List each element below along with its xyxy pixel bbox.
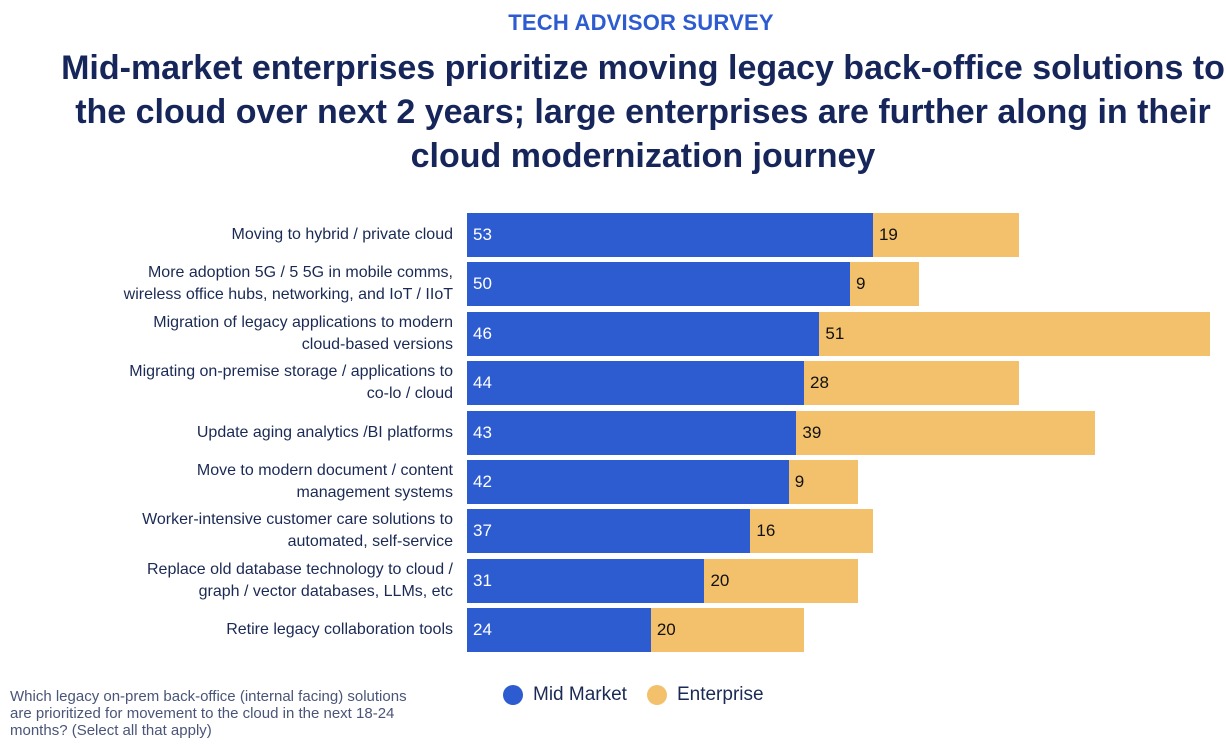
category-label: Replace old database technology to cloud… bbox=[147, 560, 453, 600]
bar-enterprise bbox=[704, 558, 858, 603]
value-label-enterprise: 20 bbox=[656, 620, 676, 640]
category-label: Moving to hybrid / private cloud bbox=[231, 226, 453, 243]
bar-mid-market bbox=[467, 361, 805, 406]
legend-swatch-mid-market bbox=[503, 685, 523, 705]
value-label-mid-market: 50 bbox=[473, 274, 492, 294]
bar-mid-market bbox=[467, 460, 789, 504]
value-label-mid-market: 42 bbox=[473, 472, 492, 491]
bar-mid-market bbox=[467, 558, 705, 603]
legend-label: Mid Market bbox=[533, 684, 627, 705]
bar-mid-market bbox=[467, 509, 751, 554]
value-label-enterprise: 19 bbox=[878, 225, 898, 244]
value-label-mid-market: 44 bbox=[473, 373, 492, 393]
bar-enterprise bbox=[750, 509, 873, 554]
value-label-enterprise: 39 bbox=[802, 422, 822, 442]
category-label: Migrating on-premise storage / applicati… bbox=[129, 363, 453, 403]
value-label-mid-market: 46 bbox=[473, 323, 492, 343]
value-label-mid-market: 24 bbox=[473, 620, 492, 640]
bar-mid-market bbox=[467, 410, 797, 455]
value-label-mid-market: 31 bbox=[473, 570, 492, 590]
value-label-enterprise: 9 bbox=[856, 274, 866, 294]
legend-swatch-enterprise bbox=[646, 685, 667, 705]
chart-title: Mid-market enterprises prioritize moving… bbox=[61, 49, 1225, 175]
category-label: Update aging analytics /BI platforms bbox=[196, 423, 453, 441]
bar-mid-market bbox=[467, 608, 651, 653]
legend-label: Enterprise bbox=[676, 684, 764, 705]
category-label: Retire legacy collaboration tools bbox=[226, 621, 453, 639]
legend-item-enterprise: Enterprise bbox=[646, 684, 764, 706]
bar-enterprise bbox=[819, 311, 1211, 356]
category-label: More adoption 5G / 5 5G in mobile comms,… bbox=[123, 264, 453, 304]
category-label: Migration of legacy applications to mode… bbox=[153, 313, 453, 353]
value-label-enterprise: 16 bbox=[756, 521, 776, 541]
bar-enterprise bbox=[796, 410, 1096, 455]
survey-kicker: TECH ADVISOR SURVEY bbox=[508, 10, 774, 35]
value-label-enterprise: 28 bbox=[810, 373, 829, 393]
value-label-mid-market: 53 bbox=[473, 225, 492, 244]
legend: Mid Market Enterprise bbox=[503, 684, 784, 706]
bar-enterprise bbox=[788, 460, 858, 504]
value-label-mid-market: 43 bbox=[473, 422, 492, 442]
category-label: Worker-intensive customer care solutions… bbox=[142, 511, 453, 551]
bar-enterprise bbox=[850, 262, 919, 307]
bar-enterprise bbox=[650, 608, 805, 653]
bar-enterprise bbox=[804, 361, 1019, 406]
stacked-bar-chart: Moving to hybrid / private cloud 53 19 More… bbox=[0, 200, 1226, 670]
value-label-enterprise: 20 bbox=[710, 570, 730, 590]
value-label-enterprise: 9 bbox=[794, 472, 805, 491]
survey-question-footnote: Which legacy on-prem back-office (intern… bbox=[10, 688, 407, 739]
legend-item-mid-market: Mid Market bbox=[503, 684, 627, 706]
bar-enterprise bbox=[872, 213, 1019, 257]
category-label: Move to modern document / content managem… bbox=[196, 462, 453, 501]
value-label-mid-market: 37 bbox=[473, 521, 492, 541]
bar-mid-market bbox=[467, 311, 820, 356]
value-label-enterprise: 51 bbox=[825, 323, 845, 343]
bar-mid-market bbox=[467, 262, 850, 307]
bar-mid-market bbox=[467, 213, 873, 257]
